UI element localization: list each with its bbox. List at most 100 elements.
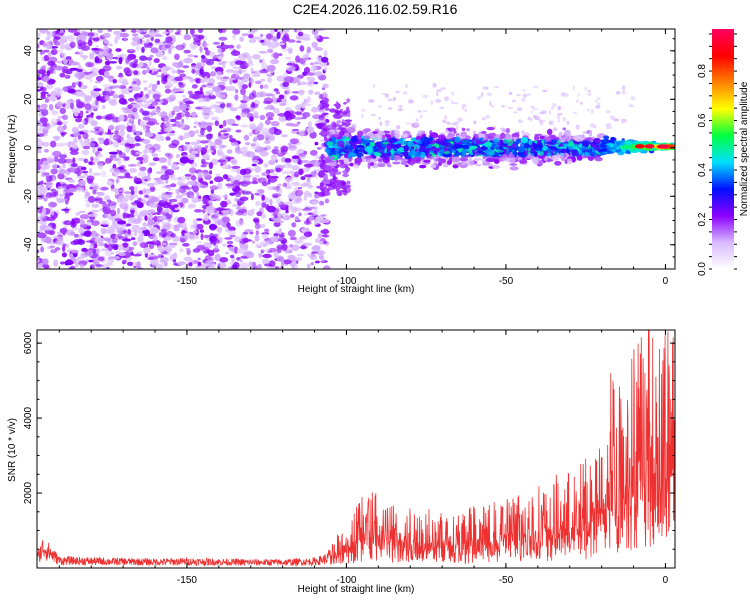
heatmap-cell <box>372 83 376 89</box>
heatmap-cell <box>519 159 528 164</box>
heatmap-cell <box>324 157 332 164</box>
heatmap-cell <box>147 221 156 225</box>
heatmap-cell <box>478 133 486 138</box>
heatmap-cell <box>98 127 105 132</box>
heatmap-cell <box>111 154 117 158</box>
heatmap-cell <box>200 164 207 168</box>
heatmap-cell <box>64 262 69 266</box>
heatmap-cell <box>139 90 144 98</box>
heatmap-cell <box>429 136 434 142</box>
heatmap-cell <box>116 226 124 234</box>
heatmap-cell <box>210 116 219 121</box>
heatmap-cell <box>164 116 172 123</box>
heatmap-cell <box>193 230 198 234</box>
heatmap-cell <box>244 142 251 146</box>
heatmap-cell <box>218 36 228 41</box>
heatmap-cell <box>322 83 329 89</box>
heatmap-cell <box>128 48 135 52</box>
heatmap-cell <box>182 94 187 98</box>
heatmap-cell <box>298 89 305 96</box>
heatmap-cell <box>261 249 271 252</box>
heatmap-cell <box>201 122 212 125</box>
heatmap-cell <box>264 263 272 267</box>
heatmap-cell <box>240 124 249 128</box>
heatmap-cell <box>314 91 321 96</box>
heatmap-cell <box>201 71 211 79</box>
heatmap-cell <box>372 155 377 159</box>
heatmap-cell <box>170 176 179 181</box>
heatmap-cell <box>214 120 219 127</box>
heatmap-cell <box>220 129 228 133</box>
heatmap-cell <box>251 240 256 244</box>
heatmap-cell <box>341 111 349 115</box>
heatmap-cell <box>196 223 204 230</box>
heatmap-cell <box>91 47 100 51</box>
heatmap-cell <box>37 138 42 143</box>
heatmap-cell <box>310 65 316 73</box>
heatmap-cell <box>135 79 141 86</box>
heatmap-cell <box>554 160 562 166</box>
heatmap-cell <box>228 246 235 252</box>
heatmap-cell <box>134 230 138 237</box>
heatmap-cell <box>146 66 150 74</box>
heatmap-cell <box>46 43 53 50</box>
heatmap-cell <box>174 53 180 60</box>
heatmap-cell <box>377 146 385 154</box>
heatmap-cell <box>284 76 294 84</box>
heatmap-cell <box>273 129 282 136</box>
heatmap-cell <box>40 246 44 253</box>
heatmap-cell <box>149 83 153 86</box>
heatmap-cell <box>80 93 87 98</box>
heatmap-cell <box>484 149 492 154</box>
heatmap-cell <box>190 29 195 36</box>
heatmap-cell <box>95 264 104 267</box>
heatmap-cell <box>336 110 343 115</box>
heatmap-cell <box>81 149 90 156</box>
heatmap-cell <box>158 157 168 164</box>
heatmap-cell <box>152 93 161 100</box>
heatmap-cell <box>228 226 235 231</box>
heatmap-cell <box>232 33 236 40</box>
heatmap-cell <box>344 167 350 173</box>
heatmap-cell <box>185 247 191 251</box>
heatmap-cell <box>103 262 113 267</box>
heatmap-cell <box>278 115 288 122</box>
heatmap-cell <box>512 111 518 114</box>
heatmap-cell <box>264 93 274 97</box>
heatmap-cell <box>276 237 284 241</box>
heatmap-cell <box>153 58 160 64</box>
heatmap-cell <box>346 106 350 112</box>
heatmap-cell <box>181 197 189 204</box>
heatmap-cell <box>486 126 495 131</box>
heatmap-cell <box>169 205 176 210</box>
heatmap-cell <box>207 266 217 269</box>
heatmap-cell <box>60 261 65 265</box>
heatmap-cell <box>539 142 543 149</box>
heatmap-cell <box>52 176 56 181</box>
heatmap-cell <box>231 264 238 269</box>
heatmap-cell <box>239 262 249 269</box>
heatmap-cell <box>136 39 141 45</box>
heatmap-cell <box>588 147 593 154</box>
heatmap-cell <box>210 189 214 194</box>
heatmap-cell <box>299 130 305 136</box>
heatmap-cell <box>60 52 67 57</box>
heatmap-cell <box>269 134 275 142</box>
heatmap-cell <box>263 84 269 89</box>
heatmap-cell <box>523 143 530 149</box>
heatmap-cell <box>185 141 190 145</box>
heatmap-cell <box>530 147 534 151</box>
heatmap-cell <box>162 31 169 35</box>
heatmap-cell <box>195 153 200 158</box>
heatmap-cell <box>511 133 520 138</box>
heatmap-cell <box>266 205 276 213</box>
heatmap-cell <box>294 117 303 120</box>
heatmap-cell <box>296 40 302 43</box>
heatmap-cell <box>482 161 489 166</box>
heatmap-cell <box>236 44 241 49</box>
heatmap-cell <box>429 156 434 160</box>
heatmap-cell <box>183 132 191 139</box>
heatmap-cell <box>314 47 324 51</box>
heatmap-cell <box>390 153 395 161</box>
heatmap-cell <box>104 195 110 201</box>
